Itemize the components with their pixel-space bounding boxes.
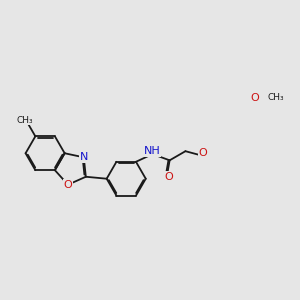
Text: O: O [164,172,173,182]
Text: CH₃: CH₃ [17,116,34,125]
Text: CH₃: CH₃ [267,93,284,102]
Text: O: O [251,93,260,103]
Text: N: N [80,152,88,162]
Text: O: O [199,148,208,158]
Text: NH: NH [144,146,161,157]
Text: O: O [64,180,72,190]
